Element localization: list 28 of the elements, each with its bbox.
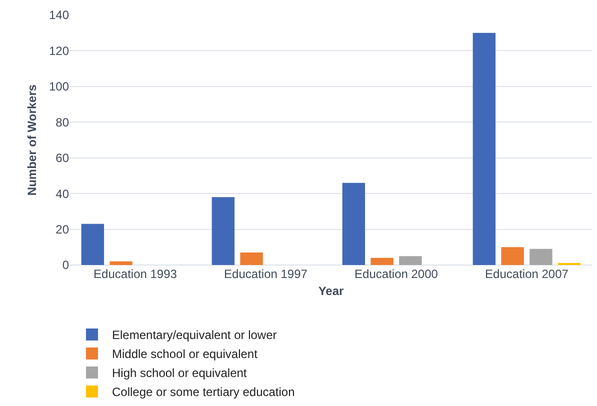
y-tick-label: 100 [48,80,70,94]
y-tick-label: 20 [56,222,70,236]
bar [472,32,496,265]
legend-label: Middle school or equivalent [112,347,258,362]
x-axis-title: Year [318,284,344,298]
y-tick-label: 80 [56,115,70,130]
x-tick-label: Education 1993 [94,267,178,281]
y-tick-label: 120 [48,44,70,58]
bar [110,261,132,265]
x-tick-label: Education 2000 [354,267,438,281]
bar [399,256,422,265]
bar [240,252,263,265]
legend-label: High school or equivalent [112,366,248,380]
y-tick-label: 60 [56,151,70,166]
y-axis-title: Number of Workers [25,84,39,196]
legend-label: Elementary/equivalent or lower [112,328,277,342]
legend-label: College or some tertiary education [112,385,295,400]
bar [81,224,104,265]
y-tick-label: 140 [48,8,70,22]
bar [530,248,552,265]
y-tick-label: 40 [56,186,70,201]
bar [212,197,235,265]
x-tick-label: Education 2007 [485,267,569,281]
bar [342,182,366,265]
x-tick-label: Education 1997 [224,267,308,281]
bar [501,247,524,265]
y-tick-label: 0 [62,258,70,272]
bar [370,258,394,265]
